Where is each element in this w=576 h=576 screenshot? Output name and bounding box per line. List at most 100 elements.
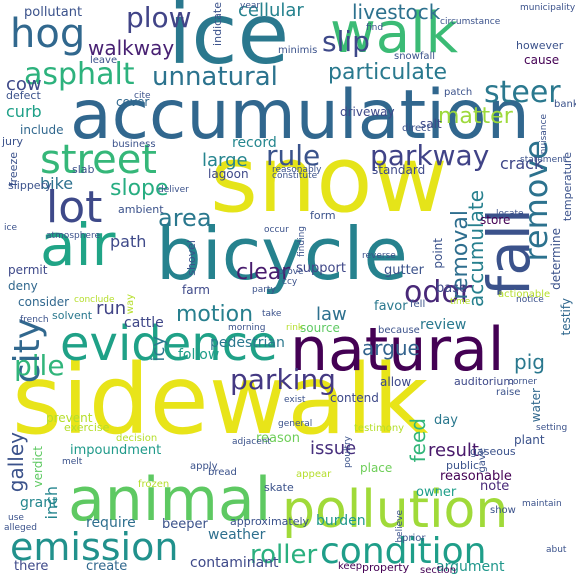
- word: because: [378, 325, 420, 336]
- word: testimony: [354, 423, 405, 434]
- word: circumstance: [440, 17, 501, 27]
- word: issue: [310, 438, 357, 459]
- word: beeper: [162, 517, 208, 532]
- word: alleged: [4, 523, 38, 533]
- word: farm: [182, 283, 210, 297]
- word: slippery: [8, 179, 52, 192]
- word: pedestrian: [210, 335, 285, 351]
- word: year: [240, 1, 261, 11]
- word: lagoon: [208, 167, 249, 181]
- word: snow: [210, 126, 448, 233]
- word: public: [446, 459, 480, 472]
- word: odor: [404, 275, 473, 310]
- word: result: [428, 440, 479, 461]
- word: cellular: [238, 0, 304, 21]
- word: contend: [330, 391, 379, 405]
- word: way: [125, 294, 136, 315]
- word: determine: [549, 228, 563, 290]
- word: emission: [10, 525, 179, 569]
- word: motion: [176, 302, 254, 327]
- word: bank: [554, 99, 576, 110]
- word: clear: [236, 260, 291, 285]
- word: reverse: [362, 251, 396, 261]
- word: hog: [10, 11, 86, 57]
- word: path: [110, 232, 147, 251]
- word: water: [529, 388, 543, 423]
- word: slip: [322, 25, 370, 58]
- word: corner: [508, 377, 537, 387]
- word: unnatural: [152, 62, 278, 92]
- word: defect: [6, 89, 41, 102]
- word: party: [252, 285, 276, 295]
- word: support: [296, 261, 346, 276]
- word: cause: [524, 53, 560, 67]
- word: indicate: [211, 2, 224, 46]
- word: day: [434, 413, 458, 428]
- word: decision: [116, 433, 158, 444]
- word: large: [202, 150, 248, 171]
- word: property: [362, 561, 410, 574]
- word: street: [40, 137, 157, 183]
- word: cite: [134, 91, 151, 101]
- word: reasonable: [440, 469, 512, 484]
- word: ambient: [118, 203, 164, 216]
- word: point: [431, 238, 445, 269]
- word: argument: [436, 559, 505, 575]
- word: actionable: [498, 289, 551, 300]
- word: note: [480, 479, 510, 494]
- word: ice: [168, 0, 290, 83]
- word: livestock: [352, 0, 441, 24]
- word: verdict: [31, 446, 45, 488]
- word: melt: [62, 457, 83, 467]
- word: bicycle: [156, 212, 408, 296]
- word: however: [516, 39, 564, 52]
- word: bike: [40, 174, 74, 193]
- word: jury: [2, 135, 24, 148]
- word: apply: [190, 461, 218, 472]
- word: galley: [4, 432, 28, 493]
- word: record: [232, 135, 277, 151]
- word: area: [158, 204, 212, 232]
- word: store: [480, 213, 511, 227]
- word: condition: [320, 531, 487, 572]
- word: frozen: [138, 479, 170, 490]
- word: french: [20, 315, 49, 325]
- word: prior: [402, 533, 426, 544]
- word: lot: [46, 182, 103, 233]
- word: slab: [72, 163, 95, 176]
- word: setting: [536, 423, 568, 433]
- word: slope: [110, 176, 169, 201]
- word: keep: [338, 561, 363, 572]
- word: take: [262, 309, 282, 319]
- word: pollutant: [24, 5, 83, 20]
- word: conclude: [74, 295, 115, 305]
- word: create: [86, 559, 128, 574]
- word: feed: [406, 418, 430, 463]
- word: raise: [496, 387, 521, 398]
- word: minimis: [278, 45, 318, 56]
- word: show: [490, 505, 516, 516]
- word: driveway: [340, 105, 395, 119]
- word: finding: [297, 226, 307, 258]
- word: patch: [444, 87, 473, 98]
- word: leave: [90, 55, 118, 66]
- word: argue: [362, 336, 420, 360]
- word: ccy: [282, 277, 298, 287]
- word: business: [112, 139, 156, 150]
- word: base: [436, 281, 467, 296]
- word: deliver: [158, 185, 189, 195]
- word: evidence: [60, 316, 278, 372]
- word: rule: [266, 139, 321, 172]
- word: deny: [8, 279, 38, 293]
- word: roller: [250, 540, 318, 570]
- word: natural: [290, 315, 505, 385]
- word: gaseous: [470, 445, 516, 458]
- word: bread: [208, 467, 237, 478]
- word: allow: [380, 375, 412, 389]
- word: fell: [410, 299, 426, 310]
- word: consider: [18, 295, 70, 309]
- word: parkway: [370, 139, 490, 172]
- word: nuisance: [539, 114, 549, 155]
- word: owner: [416, 485, 457, 500]
- word: grant: [20, 495, 58, 511]
